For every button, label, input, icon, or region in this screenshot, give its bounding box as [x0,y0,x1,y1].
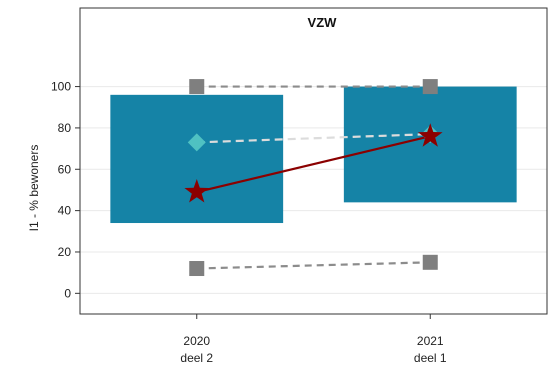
series-lines [196,85,431,270]
y-tick-label: 60 [58,162,72,176]
mean-marker [187,133,206,152]
max-marker [189,79,205,95]
plot-frame [79,7,548,315]
own-value-series-line [196,135,431,194]
own-value-marker [184,179,210,203]
x-tick-sublabel: deel 1 [414,351,447,365]
y-tick-label: 0 [64,286,71,300]
y-tick-label: 100 [51,80,71,94]
series-markers [184,79,443,277]
x-tick-label: 2021 [417,334,444,348]
y-axis: 0 20 40 60 80 100 [51,80,80,300]
max-marker [422,79,438,95]
range-bar [343,86,517,203]
y-tick-label: 40 [58,204,72,218]
y-tick-label: 80 [58,121,72,135]
range-bar [110,94,284,224]
x-tick-label: 2020 [183,334,210,348]
y-axis-title: I1 - % bewoners [27,145,41,232]
range-bars [110,86,517,224]
x-tick-sublabel: deel 2 [180,351,213,365]
chart-title: VZW [308,15,338,30]
min-marker [422,254,438,270]
y-tick-label: 20 [58,245,72,259]
own-value-marker [417,123,443,147]
min-marker [189,261,205,277]
min-series-line [196,261,431,270]
x-axis: 2020 deel 2 2021 deel 1 [180,314,447,365]
